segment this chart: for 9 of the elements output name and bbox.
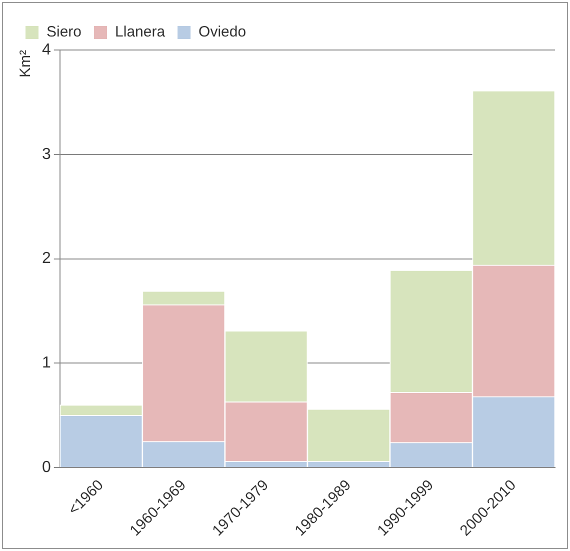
y-tick-label: 3 (42, 146, 51, 163)
legend-label: Siero (46, 24, 82, 41)
legend-label: Llanera (115, 24, 166, 41)
y-tick-label: 0 (42, 458, 51, 476)
y-tick-label: 4 (42, 41, 51, 58)
legend-label: Oviedo (198, 24, 246, 41)
y-axis-title: Km² (17, 50, 34, 78)
y-tick-label: 2 (42, 250, 51, 268)
y-tick-label: 1 (42, 354, 51, 372)
